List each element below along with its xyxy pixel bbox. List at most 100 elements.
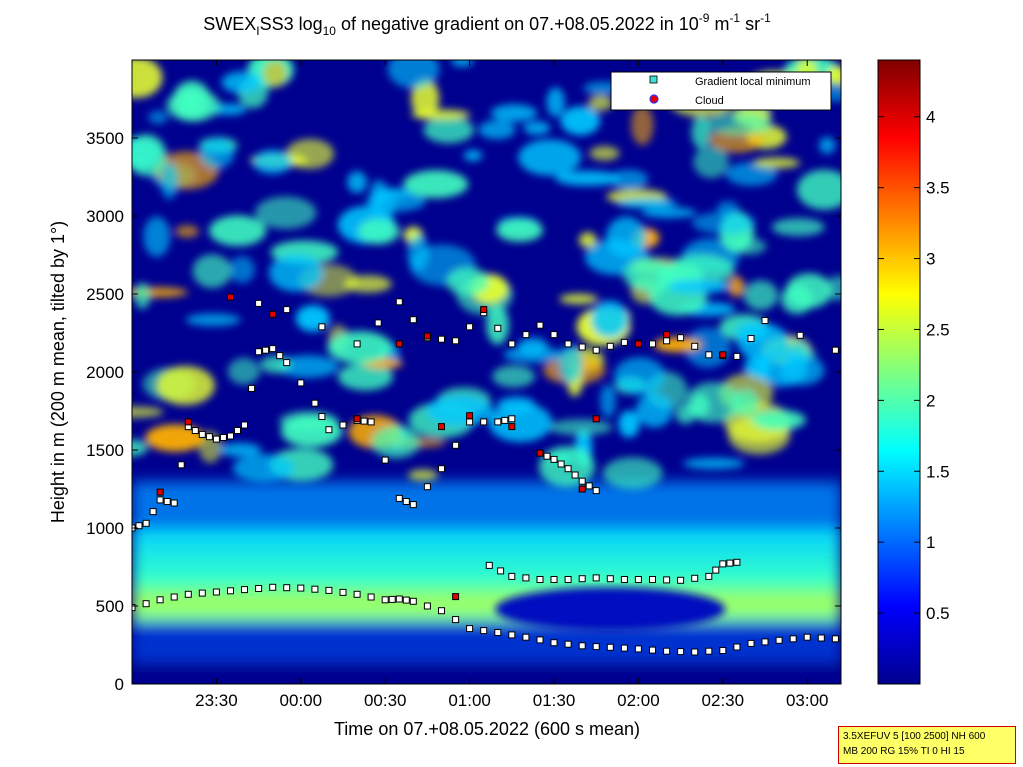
gradient-minimum-point <box>620 338 628 346</box>
gradient-minimum-point <box>177 461 185 469</box>
gradient-minimum-point <box>402 498 410 505</box>
cloud-point <box>663 331 671 339</box>
gradient-minimum-point <box>571 471 579 479</box>
x-axis: 23:30 00:00 00:30 01:00 01:30 02:00 02:30 03:00 <box>195 60 829 710</box>
gradient-minimum-point <box>283 359 291 367</box>
gradient-minimum-point <box>578 642 586 650</box>
gradient-minimum-point <box>522 574 530 582</box>
gradient-minimum-point <box>395 595 403 603</box>
gradient-minimum-point <box>550 639 558 647</box>
gradient-minimum-point <box>761 638 769 646</box>
gradient-minimum-point <box>691 648 699 656</box>
gradient-minimum-point <box>318 413 326 420</box>
gradient-minimum-point <box>163 498 171 505</box>
gradient-minimum-point <box>276 352 284 360</box>
gradient-minimum-point <box>184 590 192 598</box>
gradient-minimum-point <box>241 586 248 594</box>
gradient-minimum-point <box>677 334 685 342</box>
series-upper-layer <box>485 558 741 584</box>
gradient-minimum-point <box>353 590 361 598</box>
gradient-minimum-point <box>466 418 474 426</box>
gradient-minimum-point <box>564 465 572 473</box>
legend-label-cloud: Cloud <box>695 95 724 107</box>
gradient-minimum-point <box>606 342 614 350</box>
gradient-minimum-point <box>585 482 593 490</box>
y-tick-label: 3000 <box>86 207 124 226</box>
gradient-minimum-point <box>494 324 502 332</box>
series-lower-layer <box>132 583 839 656</box>
gradient-minimum-point <box>606 575 614 583</box>
cloud-point <box>395 340 403 348</box>
heatmap-field <box>132 60 841 684</box>
gradient-minimum-point <box>283 584 291 592</box>
gradient-minimum-point <box>452 616 460 624</box>
cloud-point <box>508 423 516 431</box>
cloud-point <box>227 293 234 301</box>
colorbar-tick-label: 0.5 <box>926 604 950 623</box>
colorbar-tick-label: 2 <box>926 391 935 410</box>
x-tick-label: 01:00 <box>448 691 491 710</box>
gradient-minimum-point <box>339 588 347 596</box>
gradient-minimum-point <box>677 576 685 584</box>
gradient-minimum-point <box>198 589 206 597</box>
gradient-minimum-point <box>508 340 516 348</box>
x-tick-label: 01:30 <box>533 691 576 710</box>
gradient-minimum-point <box>634 645 642 653</box>
gradient-minimum-point <box>241 421 248 429</box>
colorbar-tick-label: 3.5 <box>926 179 950 198</box>
gradient-minimum-point <box>522 331 530 339</box>
gradient-minimum-point <box>663 647 671 655</box>
y-tick-label: 2000 <box>86 363 124 382</box>
plot-area <box>132 60 841 684</box>
legend-marker-cloud <box>649 94 659 104</box>
gradient-minimum-point <box>423 483 431 491</box>
x-tick-label: 23:30 <box>195 691 238 710</box>
gradient-minimum-point <box>550 331 558 339</box>
gradient-minimum-point <box>132 604 136 612</box>
gradient-minimum-point <box>142 600 150 608</box>
y-tick-label: 2500 <box>86 285 124 304</box>
gradient-minimum-point <box>227 587 234 595</box>
y-tick-label: 500 <box>96 597 124 616</box>
gradient-minimum-point <box>191 427 199 434</box>
info-line-2: MB 200 RG 15% TI 0 HI 15 <box>843 746 965 757</box>
gradient-minimum-point <box>325 426 333 434</box>
gradient-minimum-point <box>803 633 811 641</box>
gradient-minimum-point <box>747 639 755 647</box>
gradient-minimum-point <box>550 455 558 463</box>
x-tick-label: 02:00 <box>617 691 660 710</box>
colorbar-tick-label: 4 <box>926 108 935 127</box>
gradient-minimum-point <box>395 298 403 306</box>
gradient-minimum-point <box>733 352 741 360</box>
gradient-minimum-point <box>395 494 403 502</box>
y-tick-label: 1000 <box>86 519 124 538</box>
x-tick-label: 02:30 <box>702 691 745 710</box>
gradient-minimum-point <box>297 584 305 592</box>
gradient-minimum-point <box>170 593 178 601</box>
gradient-minimum-point <box>606 643 614 651</box>
gradient-minimum-point <box>255 348 263 356</box>
gradient-minimum-point <box>634 576 642 583</box>
gradient-minimum-point <box>283 306 291 314</box>
processing-info-box: 3.5XEFUV 5 [100 2500] NH 600 MB 200 RG 1… <box>838 726 1016 764</box>
gradient-minimum-point <box>508 631 516 639</box>
gradient-minimum-point <box>831 635 839 643</box>
gradient-minimum-point <box>705 647 713 655</box>
gradient-minimum-point <box>592 487 600 495</box>
gradient-minimum-point <box>409 501 417 509</box>
cloud-point <box>536 449 544 457</box>
legend-box <box>610 71 832 111</box>
gradient-minimum-point <box>402 596 410 604</box>
y-tick-label: 0 <box>115 675 124 694</box>
gradient-minimum-point <box>719 647 727 654</box>
cloud-point <box>156 488 164 496</box>
gradient-minimum-point <box>557 460 565 468</box>
gradient-minimum-point <box>485 561 493 569</box>
gradient-minimum-point <box>663 337 671 345</box>
gradient-minimum-point <box>367 418 375 426</box>
y-tick-label: 3500 <box>86 129 124 148</box>
gradient-minimum-point <box>564 340 572 348</box>
cloud-point <box>466 412 474 420</box>
gradient-minimum-point <box>522 633 530 641</box>
